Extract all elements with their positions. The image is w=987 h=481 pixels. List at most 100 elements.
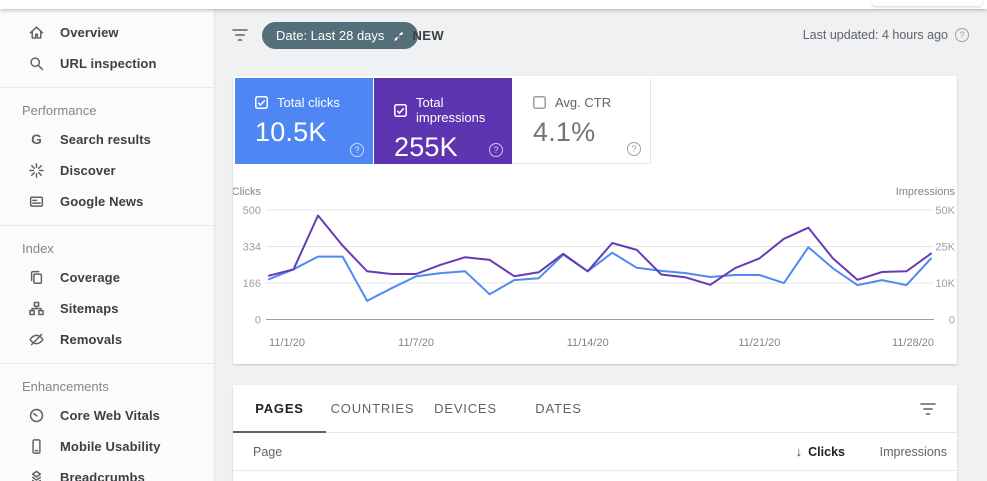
column-header-impressions[interactable]: Impressions [879,444,947,459]
sidebar-item-search-results[interactable]: G Search results [0,124,214,155]
new-button-label: NEW [412,28,445,43]
sidebar-item-label: Google News [60,194,144,209]
clicks-line [268,246,932,302]
news-icon [28,193,45,210]
left-axis-tick: 500 [243,205,261,217]
help-icon[interactable]: ? [627,142,641,156]
metric-tiles: Total clicks 10.5K ? Total impressions 2… [235,78,651,164]
sidebar-item-breadcrumbs[interactable]: Breadcrumbs [0,462,214,481]
tile-label: Total clicks [277,95,340,110]
sitemap-tree-icon [28,300,45,317]
performance-chart-panel: Total clicks 10.5K ? Total impressions 2… [233,76,957,364]
layers-icon [28,469,45,481]
sidebar-item-label: Overview [60,25,119,40]
sidebar-item-sitemaps[interactable]: Sitemaps [0,293,214,324]
date-filter-chip[interactable]: Date: Last 28 days [262,22,419,49]
right-axis-tick: 0 [949,315,955,327]
sidebar-item-label: Breadcrumbs [60,470,145,481]
plus-icon: + [393,25,404,46]
sidebar-item-coverage[interactable]: Coverage [0,262,214,293]
sidebar-heading-performance: Performance [22,103,97,118]
performance-chart: Clicks Impressions 500 334 166 0 50K 25K 10K 0 11/… [233,186,956,349]
sidebar-item-url-inspection[interactable]: URL inspection [0,48,214,79]
table-row[interactable] [233,471,957,481]
sidebar-item-removals[interactable]: Removals [0,324,214,355]
right-axis-tick: 25K [935,242,955,254]
sidebar-item-label: Search results [60,132,152,147]
right-axis-tick: 10K [935,278,955,290]
date-chip-label: Date: Last 28 days [276,28,385,43]
tile-value: 4.1% [533,117,596,147]
sidebar-item-label: Discover [60,163,116,178]
left-axis-tick: 334 [243,242,261,254]
dimensions-panel: PAGES COUNTRIES DEVICES DATES Page ↓ Cli… [233,385,957,481]
help-icon[interactable]: ? [350,143,364,157]
sidebar-item-mobile-usability[interactable]: Mobile Usability [0,431,214,462]
tab-devices[interactable]: DEVICES [434,401,497,416]
sidebar-item-google-news[interactable]: Google News [0,186,214,217]
eye-off-icon [28,331,45,348]
sort-descending-icon: ↓ [795,444,803,459]
x-axis-tick: 11/1/20 [269,337,305,349]
column-header-page[interactable]: Page [253,444,283,459]
tile-label: Total impressions [416,95,486,125]
sidebar: Overview URL inspection Performance G Se… [0,9,215,481]
x-axis-tick: 11/28/20 [892,337,934,349]
x-axis-tick: 11/14/20 [567,337,609,349]
filter-icon[interactable] [919,401,937,417]
last-updated: Last updated: 4 hours ago ? [803,28,969,42]
sidebar-item-label: Coverage [60,270,121,285]
main-content: Date: Last 28 days + NEW Last updated: 4… [215,9,987,481]
pencil-icon [393,29,406,42]
help-icon[interactable]: ? [955,28,969,42]
svg-text:G: G [31,131,42,147]
sidebar-divider [0,225,214,226]
help-icon[interactable]: ? [489,143,503,157]
pages-icon [28,269,45,286]
sidebar-item-label: Core Web Vitals [60,408,160,423]
sidebar-item-discover[interactable]: Discover [0,155,214,186]
avg-ctr-tile[interactable]: Avg. CTR 4.1% ? [513,78,651,164]
x-axis-tick: 11/7/20 [398,337,434,349]
x-axis-tick: 11/21/20 [738,337,780,349]
sidebar-item-label: Mobile Usability [60,439,161,454]
checkbox-checked-icon[interactable] [394,103,407,117]
impressions-line [268,214,932,286]
sidebar-item-label: Sitemaps [60,301,119,316]
toolbar: Date: Last 28 days + NEW Last updated: 4… [215,9,987,67]
home-icon [28,24,45,41]
checkbox-unchecked-icon[interactable] [533,96,546,109]
app-header-bottom-edge [0,0,987,9]
sparkle-icon [28,162,45,179]
phone-icon [28,438,45,455]
search-icon [28,55,45,72]
tile-label: Avg. CTR [555,95,612,110]
tab-dates[interactable]: DATES [535,401,582,416]
sidebar-heading-index: Index [22,241,54,256]
left-axis-title: Clicks [233,186,261,198]
sidebar-heading-enhancements: Enhancements [22,379,109,394]
column-header-clicks[interactable]: ↓ Clicks [796,444,845,459]
gauge-icon [28,407,45,424]
google-g-icon: G [28,131,45,148]
filter-icon[interactable] [231,27,249,43]
last-updated-text: Last updated: 4 hours ago [802,28,948,42]
total-impressions-tile[interactable]: Total impressions 255K ? [374,78,512,164]
tab-countries[interactable]: COUNTRIES [330,401,415,416]
new-button[interactable]: + NEW [393,22,444,49]
sidebar-divider [0,87,214,88]
sidebar-item-core-web-vitals[interactable]: Core Web Vitals [0,400,214,431]
tab-pages[interactable]: PAGES [233,385,326,433]
tile-value: 255K [394,132,458,162]
left-axis-tick: 0 [255,315,261,327]
right-axis-tick: 50K [935,205,955,217]
sidebar-item-overview[interactable]: Overview [0,17,214,48]
left-axis-tick: 166 [243,278,261,290]
total-clicks-tile[interactable]: Total clicks 10.5K ? [235,78,373,164]
table-header-row: Page ↓ Clicks Impressions [233,433,957,471]
sidebar-divider [0,363,214,364]
right-axis-title: Impressions [896,186,956,198]
checkbox-checked-icon[interactable] [255,96,268,109]
header-cutoff-element [872,0,982,6]
tile-value: 10.5K [255,117,327,147]
